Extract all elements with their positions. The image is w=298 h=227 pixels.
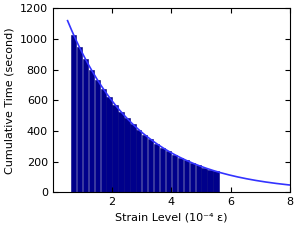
Bar bbox=[166, 151, 171, 192]
Bar bbox=[184, 160, 189, 192]
Bar bbox=[154, 144, 159, 192]
Bar bbox=[207, 170, 213, 192]
Bar bbox=[201, 168, 207, 192]
Bar bbox=[136, 130, 142, 192]
Bar bbox=[142, 135, 148, 192]
Bar bbox=[106, 97, 112, 192]
Bar bbox=[112, 105, 118, 192]
Bar bbox=[89, 70, 94, 192]
Bar bbox=[94, 80, 100, 192]
X-axis label: Strain Level (10⁻⁴ ε): Strain Level (10⁻⁴ ε) bbox=[115, 213, 228, 223]
Bar bbox=[213, 171, 219, 192]
Bar bbox=[195, 165, 201, 192]
Bar bbox=[160, 148, 165, 192]
Bar bbox=[83, 59, 88, 192]
Bar bbox=[118, 112, 124, 192]
Bar bbox=[71, 35, 76, 192]
Bar bbox=[172, 155, 177, 192]
Bar bbox=[148, 139, 153, 192]
Bar bbox=[190, 163, 195, 192]
Bar bbox=[178, 158, 183, 192]
Bar bbox=[100, 89, 106, 192]
Y-axis label: Cumulative Time (second): Cumulative Time (second) bbox=[4, 27, 14, 174]
Bar bbox=[77, 47, 82, 192]
Bar bbox=[124, 118, 130, 192]
Bar bbox=[130, 124, 136, 192]
